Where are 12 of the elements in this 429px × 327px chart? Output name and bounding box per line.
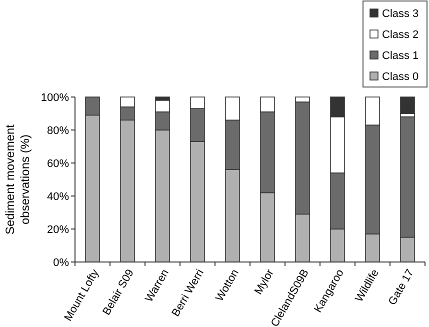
legend-label: Class 1	[382, 50, 419, 62]
y-tick-label: 100%	[40, 92, 70, 104]
legend-label: Class 3	[382, 8, 419, 20]
y-tick-label: 40%	[46, 190, 70, 203]
y-tick-label: 0%	[53, 256, 70, 269]
bar	[400, 96, 415, 114]
y-axis-title: Sediment movement observations (%)	[3, 124, 32, 235]
legend-label: Class 0	[382, 70, 419, 83]
y-tick-label: 60%	[46, 158, 70, 170]
y-tick-label: 80%	[46, 124, 70, 137]
legend-label: Class 2	[382, 28, 419, 41]
y-tick-label: 20%	[46, 224, 70, 236]
